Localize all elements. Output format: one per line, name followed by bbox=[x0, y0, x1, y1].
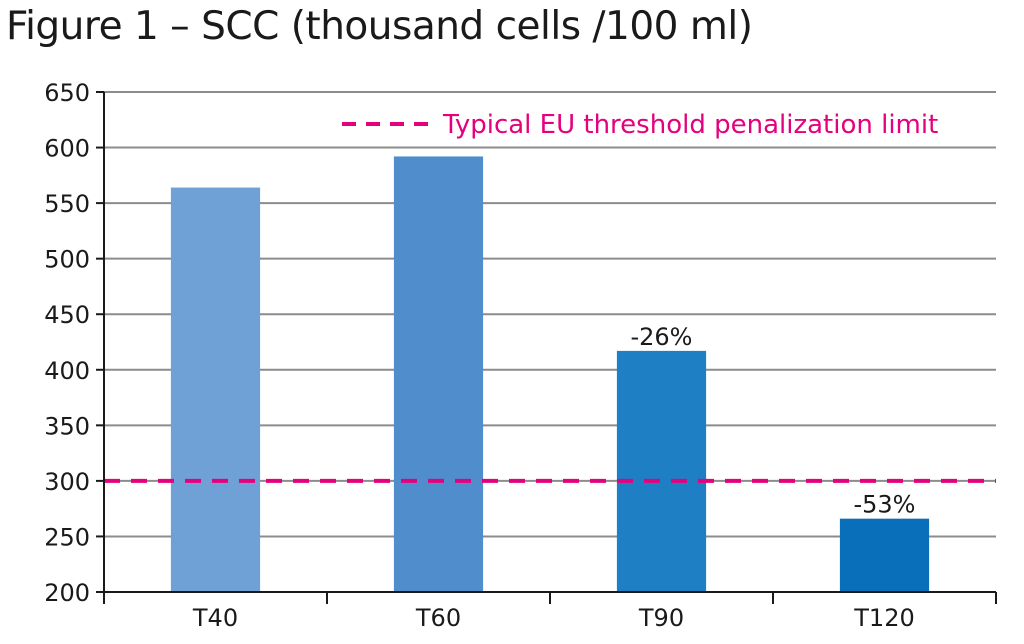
y-tick-label-200: 200 bbox=[44, 579, 90, 607]
bar-t60 bbox=[393, 156, 484, 592]
y-tick-label-500: 500 bbox=[44, 246, 90, 274]
legend-background bbox=[332, 104, 998, 142]
y-tick-label-250: 250 bbox=[44, 523, 90, 551]
y-tick-label-650: 650 bbox=[44, 79, 90, 107]
y-tick-label-450: 450 bbox=[44, 301, 90, 329]
y-tick-label-550: 550 bbox=[44, 190, 90, 218]
y-axis-ticks: 200 250 300 350 400 450 500 550 600 650 bbox=[44, 79, 104, 607]
data-labels: -26% -53% bbox=[630, 323, 915, 519]
x-tick-label-t90: T90 bbox=[638, 604, 684, 632]
y-tick-label-300: 300 bbox=[44, 468, 90, 496]
bar-t90 bbox=[616, 350, 707, 592]
x-axis-ticks: T40 T60 T90 T120 bbox=[103, 592, 997, 632]
x-tick-label-t40: T40 bbox=[192, 604, 238, 632]
bars bbox=[170, 156, 930, 593]
chart-title: Figure 1 – SCC (thousand cells /100 ml) bbox=[6, 4, 753, 49]
bar-t120 bbox=[839, 518, 930, 592]
y-tick-label-400: 400 bbox=[44, 357, 90, 385]
data-label-t120: -53% bbox=[853, 491, 915, 519]
legend: Typical EU threshold penalization limit bbox=[332, 104, 998, 142]
x-tick-label-t60: T60 bbox=[415, 604, 461, 632]
legend-label: Typical EU threshold penalization limit bbox=[442, 110, 938, 140]
x-tick-label-t120: T120 bbox=[853, 604, 914, 632]
y-tick-label-350: 350 bbox=[44, 412, 90, 440]
bar-t40 bbox=[170, 187, 261, 593]
y-tick-label-600: 600 bbox=[44, 135, 90, 163]
data-label-t90: -26% bbox=[630, 323, 692, 351]
